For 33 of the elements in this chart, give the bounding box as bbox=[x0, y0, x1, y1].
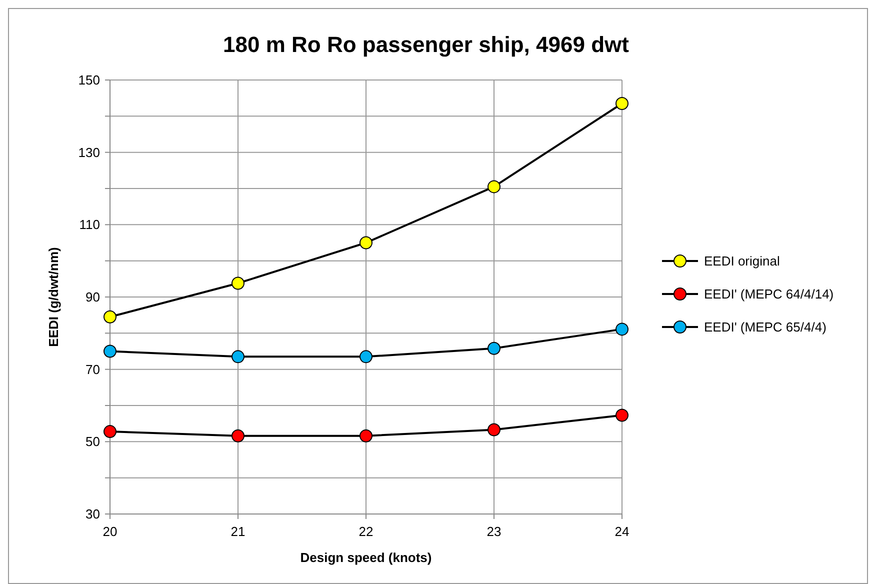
y-tick-label: 70 bbox=[86, 362, 100, 377]
y-tick-label: 130 bbox=[78, 144, 100, 160]
point bbox=[232, 429, 244, 442]
point bbox=[104, 310, 116, 324]
legend-label: EEDI' (MEPC 65/4/4) bbox=[704, 320, 826, 335]
point bbox=[616, 97, 628, 110]
chart-title: 180 m Ro Ro passenger ship, 4969 dwt bbox=[223, 32, 630, 57]
x-tick-label: 20 bbox=[102, 524, 118, 539]
x-tick-label: 22 bbox=[358, 524, 374, 539]
point bbox=[232, 276, 244, 290]
y-axis-title: EEDI (g/dwt/nm) bbox=[46, 247, 61, 347]
point bbox=[232, 350, 244, 364]
y-tick-label: 30 bbox=[86, 506, 100, 522]
point bbox=[488, 180, 500, 194]
point bbox=[616, 322, 628, 336]
x-axis-title: Design speed (knots) bbox=[300, 550, 432, 565]
point bbox=[360, 350, 372, 364]
point bbox=[488, 423, 500, 436]
point bbox=[488, 342, 500, 355]
y-tick-label: 150 bbox=[78, 72, 100, 88]
y-tick-label: 110 bbox=[79, 217, 100, 232]
point bbox=[104, 425, 116, 438]
x-tick-label: 23 bbox=[486, 524, 502, 539]
legend-label: EEDI original bbox=[704, 254, 780, 269]
point bbox=[104, 344, 116, 358]
legend-label: EEDI' (MEPC 64/4/14) bbox=[704, 286, 834, 302]
point bbox=[360, 429, 372, 442]
x-tick-label: 24 bbox=[614, 524, 630, 539]
y-tick-label: 50 bbox=[86, 434, 100, 450]
point bbox=[616, 408, 628, 422]
y-tick-label: 90 bbox=[86, 290, 100, 305]
x-tick-label: 21 bbox=[230, 524, 246, 539]
point bbox=[360, 236, 372, 250]
